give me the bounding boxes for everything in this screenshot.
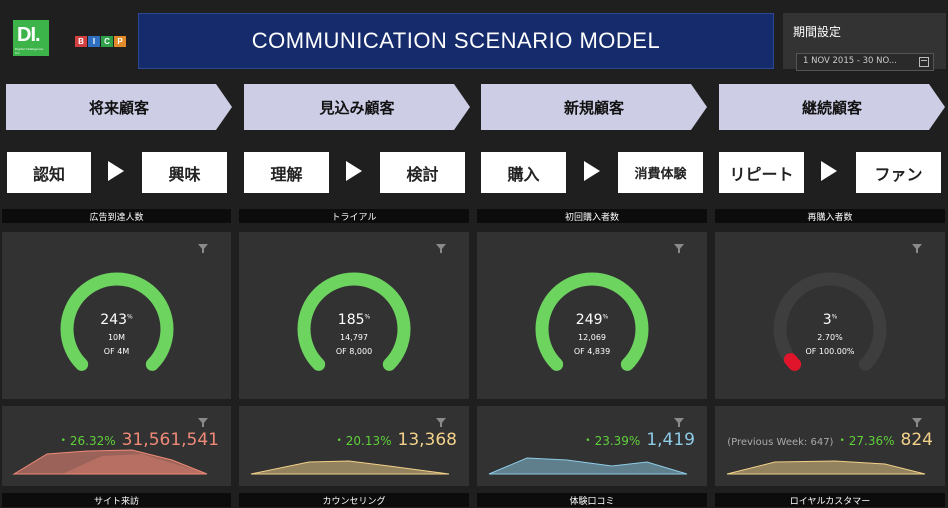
bicp-logo: B I C P <box>75 36 126 47</box>
sparkline-area <box>488 457 688 475</box>
step-consideration: 検討 <box>380 152 465 193</box>
gauge-percent-sign: % <box>602 313 609 321</box>
spark-panel: (Previous Week: 647) 27.36% 824 <box>715 406 945 486</box>
filter-icon[interactable] <box>436 418 446 427</box>
gauge-percent: 249% <box>477 312 707 328</box>
change-percent: 27.36% <box>839 434 895 448</box>
step-awareness: 認知 <box>7 152 91 193</box>
arrow-right-icon <box>821 161 837 181</box>
filter-icon[interactable] <box>674 244 684 253</box>
gauge-actual: 12,069 <box>578 333 606 342</box>
metric-label-first-purchase: 初回購入者数 <box>477 209 707 223</box>
gauge-percent-value: 3 <box>822 312 832 328</box>
date-range-picker[interactable]: 1 NOV 2015 - 30 NO... <box>796 53 934 71</box>
stage-future: 将来顧客 <box>6 84 232 130</box>
filter-icon[interactable] <box>198 418 208 427</box>
gauge-percent-value: 185 <box>337 312 365 328</box>
calendar-icon[interactable] <box>919 57 929 67</box>
gauge-percent: 3% <box>715 312 945 328</box>
gauge-target: OF 4M <box>103 347 130 356</box>
gauge-target: OF 100.00% <box>805 347 855 356</box>
sparkline-area <box>250 460 450 475</box>
filter-icon[interactable] <box>198 244 208 253</box>
metric-label-repurchase: 再購入者数 <box>715 209 945 223</box>
sparkline-area <box>726 460 926 475</box>
gauge-target: OF 8,000 <box>335 347 373 356</box>
gauge-repurchase <box>773 272 887 371</box>
gauge-panel: 3% 2.70% OF 100.00% <box>715 232 945 399</box>
metric-label-ad-reach: 広告到達人数 <box>2 209 231 223</box>
change-percent: 23.39% <box>585 434 641 448</box>
arrow-right-icon <box>584 161 600 181</box>
gauge-percent: 185% <box>239 312 469 328</box>
step-fan: ファン <box>856 152 941 193</box>
arrow-right-icon <box>108 161 124 181</box>
metric-label-trial: トライアル <box>239 209 469 223</box>
di-logo-text: DI. <box>17 24 41 46</box>
step-repeat: リピート <box>719 152 804 193</box>
spark-panel: 26.32% 31,561,541 <box>2 406 231 486</box>
spark-kpi: 23.39% 1,419 <box>585 430 695 450</box>
bicp-letter: B <box>75 36 87 47</box>
gauge-percent-sign: % <box>364 313 371 321</box>
gauge-panel: 243% 10M OF 4M <box>2 232 231 399</box>
kpi-value: 31,561,541 <box>121 430 219 450</box>
previous-week: (Previous Week: 647) <box>727 437 834 448</box>
filter-icon[interactable] <box>674 418 684 427</box>
kpi-value: 824 <box>900 430 933 450</box>
kpi-value: 1,419 <box>646 430 695 450</box>
stage-prospect: 見込み顧客 <box>244 84 470 130</box>
di-logo: DI. Digital Intelligence Inc. <box>13 20 49 56</box>
stage-continuing: 継続顧客 <box>719 84 945 130</box>
gauge-trial <box>297 272 411 371</box>
change-percent: 26.32% <box>61 434 116 448</box>
period-label: 期間設定 <box>793 25 842 39</box>
filter-icon[interactable] <box>436 244 446 253</box>
spark-panel: 23.39% 1,419 <box>477 406 707 486</box>
change-percent: 20.13% <box>336 434 392 448</box>
step-understanding: 理解 <box>244 152 329 193</box>
gauge-actual: 2.70% <box>817 333 843 342</box>
page-title-bar: COMMUNICATION SCENARIO MODEL <box>138 13 774 69</box>
filter-icon[interactable] <box>912 244 922 253</box>
gauge-actual: 10M <box>107 333 126 342</box>
page-title: COMMUNICATION SCENARIO MODEL <box>251 28 661 53</box>
step-experience: 消費体験 <box>618 152 703 193</box>
gauge-actual: 14,797 <box>340 333 368 342</box>
stage-new: 新規顧客 <box>481 84 707 130</box>
bicp-letter: C <box>101 36 113 47</box>
gauge-percent: 243% <box>2 312 231 328</box>
gauge-percent-sign: % <box>831 313 838 321</box>
kpi-value: 13,368 <box>397 430 457 450</box>
step-purchase: 購入 <box>481 152 566 193</box>
bicp-letter: I <box>88 36 100 47</box>
bicp-letter: P <box>114 36 126 47</box>
metric-label-site-visit: サイト来訪 <box>2 493 231 507</box>
metric-label-counseling: カウンセリング <box>239 493 469 507</box>
gauge-target: OF 4,839 <box>573 347 611 356</box>
di-logo-subtext: Digital Intelligence Inc. <box>15 47 44 55</box>
gauge-percent-sign: % <box>127 313 133 321</box>
filter-icon[interactable] <box>912 418 922 427</box>
sparkline-area <box>12 449 208 475</box>
metric-label-word-of-mouth: 体験口コミ <box>477 493 707 507</box>
arrow-right-icon <box>346 161 362 181</box>
metric-label-loyal-customer: ロイヤルカスタマー <box>715 493 945 507</box>
date-range-value: 1 NOV 2015 - 30 NO... <box>803 56 897 66</box>
spark-panel: 20.13% 13,368 <box>239 406 469 486</box>
gauge-ad-reach <box>60 272 174 371</box>
step-interest: 興味 <box>142 152 227 193</box>
spark-kpi: 20.13% 13,368 <box>336 430 457 450</box>
period-panel: 期間設定 1 NOV 2015 - 30 NO... <box>783 13 946 71</box>
gauge-panel: 185% 14,797 OF 8,000 <box>239 232 469 399</box>
spark-kpi: (Previous Week: 647) 27.36% 824 <box>727 430 933 450</box>
gauge-percent-value: 249 <box>575 312 603 328</box>
gauge-panel: 249% 12,069 OF 4,839 <box>477 232 707 399</box>
gauge-percent-value: 243 <box>100 312 128 328</box>
spark-kpi: 26.32% 31,561,541 <box>61 430 219 450</box>
gauge-first-purchase <box>535 272 649 371</box>
